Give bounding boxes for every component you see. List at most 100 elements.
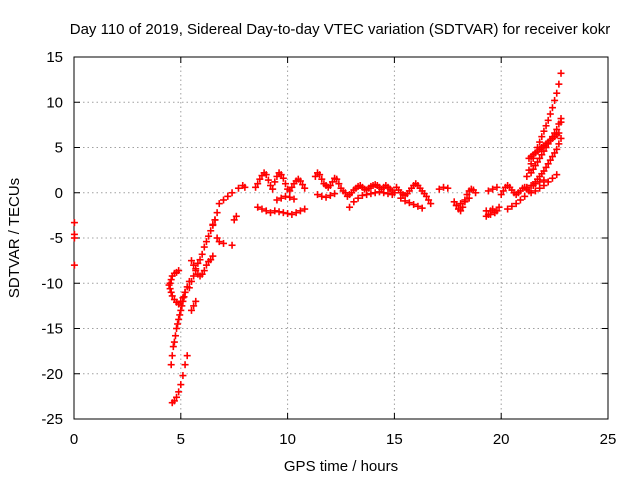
data-point (213, 234, 221, 242)
data-point (546, 156, 554, 164)
data-point (350, 198, 358, 206)
data-point (264, 176, 272, 184)
data-point (335, 180, 343, 188)
data-point (531, 180, 539, 188)
y-axis-label: SDTVAR / TECUs (6, 178, 23, 298)
data-point (516, 196, 524, 204)
data-point (346, 203, 354, 211)
x-tick-label: 5 (177, 431, 185, 448)
data-point (254, 180, 262, 188)
grid-lines (74, 57, 608, 419)
data-point (267, 182, 275, 190)
data-point (168, 292, 176, 300)
data-point (175, 388, 183, 396)
data-point (207, 227, 215, 235)
data-point (504, 205, 512, 213)
x-tick-label: 15 (386, 431, 403, 448)
data-point (331, 190, 339, 198)
data-point (209, 252, 217, 260)
data-point (450, 198, 458, 206)
data-point (487, 210, 495, 218)
x-tick-label: 25 (600, 431, 617, 448)
data-point (341, 189, 349, 197)
data-point (281, 180, 289, 188)
data-point (279, 209, 287, 217)
data-point (181, 288, 189, 296)
data-point (493, 183, 501, 191)
data-point (174, 320, 182, 328)
data-point (70, 234, 78, 242)
data-point (333, 175, 341, 183)
y-tick-label: -25 (41, 411, 63, 428)
axis-ticks: 0 5 10 15 20 25 -25 -20 -15 -10 -5 0 5 10 15 (41, 49, 616, 448)
data-point (551, 96, 559, 104)
data-point (177, 306, 185, 314)
data-point (167, 361, 175, 369)
data-point (173, 325, 181, 332)
data-point (256, 175, 264, 183)
data-point (328, 178, 336, 186)
data-point (435, 185, 443, 193)
data-point (542, 122, 550, 130)
data-point (200, 243, 208, 251)
data-point (452, 201, 460, 209)
x-tick-label: 0 (70, 431, 78, 448)
data-point (418, 204, 426, 212)
data-point (241, 183, 249, 191)
data-point (180, 293, 188, 301)
data-point (326, 191, 334, 199)
data-point (170, 397, 178, 405)
data-point (542, 163, 550, 171)
data-point (187, 257, 195, 265)
data-point (173, 393, 181, 401)
data-point (277, 171, 285, 179)
data-point (290, 195, 298, 203)
data-point (540, 127, 548, 135)
data-point (292, 209, 300, 217)
data-point (489, 185, 497, 193)
x-tick-label: 10 (279, 431, 296, 448)
data-point (410, 201, 418, 209)
data-point (536, 138, 544, 146)
data-point (523, 183, 531, 191)
data-point (299, 181, 307, 189)
data-point (181, 361, 189, 369)
data-point (200, 267, 208, 275)
x-tick-label: 20 (493, 431, 510, 448)
data-point (489, 205, 497, 213)
data-point (472, 189, 480, 197)
data-point (271, 178, 279, 186)
y-tick-label: 10 (46, 94, 63, 111)
data-point (179, 372, 187, 380)
data-point (192, 297, 200, 305)
data-point (166, 285, 174, 293)
data-point (508, 202, 516, 210)
data-point (405, 199, 413, 207)
data-point (322, 193, 330, 201)
data-point (555, 80, 563, 88)
data-point (384, 190, 392, 198)
data-point (284, 210, 292, 218)
data-point (70, 261, 78, 269)
data-point (548, 174, 556, 182)
data-point (512, 200, 520, 208)
data-point (288, 210, 296, 218)
data-point (224, 192, 232, 200)
data-point (202, 261, 210, 269)
data-point (548, 153, 556, 161)
data-point (167, 288, 175, 296)
data-point (544, 178, 552, 186)
data-point (544, 116, 552, 124)
data-point (168, 352, 176, 360)
data-point (459, 203, 467, 211)
data-point (425, 196, 433, 204)
data-point (262, 207, 270, 215)
data-point (497, 191, 505, 199)
data-point (70, 219, 78, 227)
data-point (551, 149, 559, 157)
data-point (254, 203, 262, 211)
data-point (192, 267, 200, 275)
data-point (176, 311, 184, 319)
data-point (544, 160, 552, 168)
data-point (553, 89, 561, 97)
